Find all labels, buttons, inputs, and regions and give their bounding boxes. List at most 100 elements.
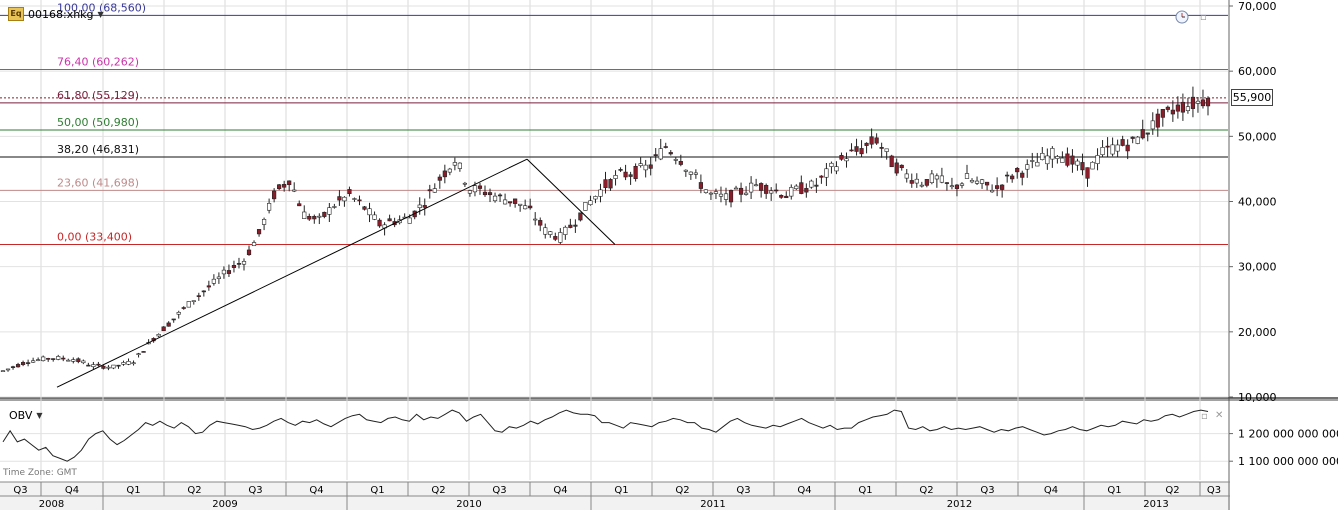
- year-label: 2008: [39, 499, 64, 510]
- candle-body: [854, 146, 859, 152]
- candle-body: [1065, 153, 1070, 166]
- candle-body: [387, 218, 392, 222]
- price-tick-label: 20,000: [1238, 326, 1277, 339]
- trendline-up: [56, 158, 528, 388]
- candle-body: [794, 185, 799, 190]
- candle-body: [131, 362, 136, 365]
- chevron-down-icon[interactable]: ▼: [97, 9, 104, 19]
- candle-body: [282, 184, 287, 188]
- candle-body: [894, 162, 899, 174]
- candle-body: [869, 136, 874, 145]
- candle-body: [126, 361, 131, 365]
- candle-body: [1005, 174, 1010, 177]
- candle-body: [442, 170, 447, 178]
- candle-body: [603, 179, 608, 188]
- candle-body: [728, 190, 734, 203]
- candle-body: [643, 164, 648, 171]
- restore-icon[interactable]: ▫: [1200, 12, 1207, 23]
- candle-body: [186, 301, 191, 308]
- candle-body: [779, 195, 784, 198]
- candle-body: [1180, 101, 1185, 113]
- candle-body: [1055, 156, 1060, 159]
- fibonacci-level-label: 38,20 (46,831): [57, 143, 139, 156]
- candle-body: [256, 229, 262, 235]
- candle-body: [272, 190, 277, 200]
- chevron-down-icon[interactable]: ▼: [36, 411, 43, 420]
- candle-body: [322, 211, 327, 217]
- candle-body: [297, 203, 302, 207]
- candle-body: [809, 180, 814, 188]
- price-tick-label: 10,000: [1238, 391, 1277, 404]
- price-tick-label: 40,000: [1238, 196, 1277, 209]
- candle-body: [1100, 147, 1105, 156]
- symbol-toolbar[interactable]: Eq 00168:xhkg ▼: [8, 6, 104, 22]
- candle-body: [1000, 184, 1005, 190]
- symbol-label[interactable]: 00168:xhkg: [28, 7, 94, 21]
- fibonacci-level-label: 0,00 (33,400): [57, 231, 132, 244]
- candle-body: [1170, 109, 1175, 115]
- obv-tick-label: 1 100 000 000 000: [1238, 455, 1338, 468]
- year-label: 2012: [947, 499, 972, 510]
- fibonacci-level-label: 61,80 (55,129): [57, 89, 139, 102]
- candle-body: [36, 359, 41, 361]
- candle-body: [362, 206, 367, 210]
- candle-body: [1125, 144, 1130, 152]
- candle-body: [61, 357, 66, 360]
- obv-indicator-menu[interactable]: OBV ▼: [9, 409, 43, 422]
- candle-body: [508, 201, 513, 204]
- candle-body: [718, 193, 724, 197]
- candle-body: [51, 358, 56, 360]
- candle-body: [929, 173, 934, 183]
- candle-body: [879, 147, 884, 149]
- price-tick-label: 30,000: [1238, 261, 1277, 274]
- candle-body: [1025, 164, 1030, 170]
- candle-body: [658, 148, 663, 160]
- candle-body: [121, 362, 126, 365]
- candle-body: [995, 185, 1000, 189]
- candle-body: [106, 366, 111, 369]
- candle-body: [457, 162, 462, 169]
- timezone-label: Time Zone: GMT: [3, 468, 77, 478]
- candle-body: [819, 175, 824, 178]
- candle-body: [743, 192, 749, 195]
- clock-icon[interactable]: [1175, 10, 1189, 27]
- restore-panel-icon[interactable]: ▫: [1201, 411, 1208, 422]
- candle-body: [251, 242, 257, 247]
- candle-body: [136, 353, 141, 355]
- candle-body: [824, 168, 829, 178]
- trendline-down: [526, 158, 616, 245]
- candle-body: [196, 295, 201, 297]
- fibonacci-level-label: 76,40 (60,262): [57, 55, 139, 68]
- candle-body: [236, 263, 242, 265]
- candle-body: [939, 175, 944, 183]
- candle-body: [789, 187, 794, 197]
- quarter-label: Q2: [187, 485, 201, 496]
- close-icon[interactable]: ✕: [1215, 410, 1224, 421]
- quarter-label: Q2: [1165, 485, 1179, 496]
- price-tick-label: 50,000: [1238, 130, 1277, 143]
- candle-body: [673, 159, 678, 161]
- candle-body: [668, 152, 673, 155]
- candle-body: [849, 149, 854, 152]
- candle-body: [432, 188, 437, 193]
- candle-body: [417, 204, 422, 209]
- candle-body: [814, 184, 819, 187]
- year-label: 2013: [1143, 499, 1168, 510]
- year-label: 2009: [212, 499, 237, 510]
- candle-body: [1030, 160, 1035, 162]
- candle-body: [292, 189, 297, 192]
- candle-body: [1190, 96, 1196, 109]
- candle-body: [969, 180, 975, 183]
- candle-body: [31, 360, 36, 363]
- candle-body: [1040, 153, 1045, 160]
- candle-body: [683, 169, 688, 172]
- candle-body: [467, 190, 473, 194]
- candle-body: [1105, 145, 1110, 148]
- candle-body: [231, 265, 237, 268]
- quarter-label: Q3: [1207, 485, 1221, 496]
- candle-body: [287, 180, 292, 186]
- candle-body: [523, 205, 528, 210]
- candle-body: [86, 364, 91, 367]
- candle-body: [924, 179, 929, 186]
- candle-body: [1145, 132, 1150, 135]
